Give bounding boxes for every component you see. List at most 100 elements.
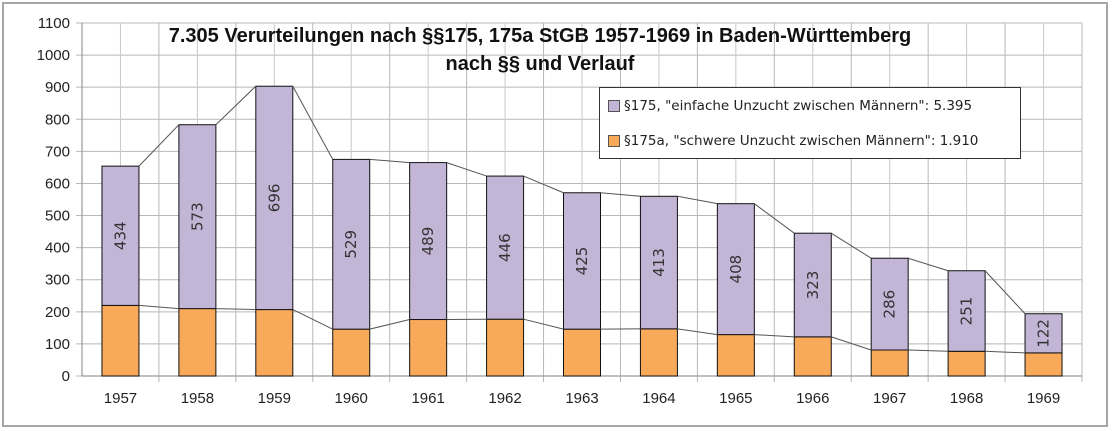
data-label-175: 286 [881, 290, 899, 319]
series-line-175 [292, 85, 334, 160]
series-line-175a [215, 308, 256, 311]
x-tick-label: 1963 [565, 390, 598, 407]
data-label-175: 434 [111, 221, 129, 250]
bar-175a [870, 349, 909, 377]
y-tick-label: 1000 [37, 47, 70, 64]
bar-175 [1024, 313, 1063, 354]
data-label-175: 413 [650, 248, 668, 277]
x-tick-label: 1967 [873, 390, 906, 407]
series-line-175a [523, 318, 564, 330]
series-line-175 [600, 192, 641, 197]
data-label-175: 489 [419, 227, 437, 256]
x-tick-label: 1960 [335, 390, 368, 407]
chart-title: 7.305 Verurteilungen nach §§175, 175a St… [169, 25, 912, 47]
data-label-175: 696 [265, 184, 283, 213]
series-line-175 [138, 124, 180, 167]
x-tick-label: 1957 [104, 390, 137, 407]
series-line-175 [831, 232, 872, 259]
data-label-175: 425 [573, 247, 591, 276]
bar-175a [793, 336, 832, 377]
data-label-175: 323 [804, 271, 822, 300]
legend-label: §175, "einfache Unzucht zwischen Männern… [624, 98, 973, 114]
bar-175 [639, 195, 678, 330]
bars [101, 85, 1063, 377]
gridlines [76, 22, 1083, 382]
data-label-175: 446 [496, 233, 514, 262]
bar-175 [255, 85, 294, 311]
bar-175 [101, 165, 140, 306]
legend: §175, "einfache Unzucht zwischen Männern… [599, 87, 1021, 159]
bar-175 [563, 192, 601, 330]
series-line-175 [369, 158, 410, 164]
series-line-175 [523, 175, 564, 194]
bar-175 [178, 124, 217, 310]
legend-item-175: §175, "einfache Unzucht zwischen Männern… [608, 98, 972, 114]
x-tick-label: 1969 [1027, 390, 1060, 407]
series-line-175a [369, 319, 410, 330]
y-axis-ticks: 0 100 200 300 400 500 600 700 800 900 1000 1100 [37, 15, 70, 385]
series-line-175a [985, 350, 1026, 354]
data-label-175: 122 [1035, 319, 1053, 348]
x-tick-label: 1962 [488, 390, 521, 407]
series-line-175 [754, 203, 795, 234]
series-line-175 [908, 257, 949, 272]
bar-175a [716, 334, 755, 377]
data-label-175: 573 [188, 202, 206, 231]
y-tick-label: 500 [45, 208, 70, 225]
data-label-175: 408 [727, 255, 745, 284]
bar-175 [793, 232, 832, 338]
series-line-175a [677, 328, 718, 336]
bar-175 [409, 162, 448, 321]
series-line-175a [292, 309, 333, 330]
bar-175 [332, 158, 371, 330]
series-line-175a [831, 336, 872, 351]
y-tick-label: 1100 [38, 15, 70, 32]
x-axis-ticks: 1957 1958 1959 1960 1961 1962 1963 1964 1965 1966… [104, 390, 1060, 407]
series-line-175a [754, 334, 795, 338]
bar-175a [409, 319, 448, 377]
x-tick-label: 1961 [411, 390, 444, 407]
x-tick-label: 1958 [181, 390, 214, 407]
y-tick-label: 400 [45, 240, 70, 257]
bar-175a [486, 318, 525, 377]
y-tick-label: 200 [45, 304, 70, 321]
chart-subtitle: nach §§ und Verlauf [446, 53, 635, 75]
data-label-175: 529 [342, 230, 360, 259]
series-line-175a [138, 304, 179, 310]
data-labels: 434 573 696 529 489 446 425 413 408 323 286 251 122 [111, 184, 1052, 348]
bar-175a [563, 328, 601, 377]
legend-label: §175a, "schwere Unzucht zwischen Männern… [624, 133, 979, 149]
y-tick-label: 700 [45, 143, 70, 160]
x-tick-label: 1959 [258, 390, 291, 407]
y-tick-label: 300 [45, 272, 70, 289]
bar-175a [1024, 352, 1063, 377]
bar-175 [947, 270, 986, 352]
bar-175 [870, 257, 909, 351]
legend-swatch-orange [608, 135, 620, 147]
bar-175 [716, 203, 755, 336]
x-tick-label: 1968 [950, 390, 983, 407]
y-tick-label: 900 [45, 79, 70, 96]
series-lines [138, 85, 1026, 354]
series-line-175 [984, 270, 1026, 315]
series-line-175 [215, 85, 257, 126]
bar-175 [486, 175, 525, 320]
series-line-175 [446, 162, 487, 177]
bar-175a [332, 328, 371, 377]
series-line-175a [908, 349, 949, 352]
y-tick-label: 800 [45, 111, 70, 128]
data-label-175: 251 [958, 297, 976, 326]
x-tick-label: 1966 [796, 390, 829, 407]
bar-175a [101, 304, 140, 377]
x-tick-label: 1965 [719, 390, 752, 407]
series-line-175 [677, 195, 718, 205]
bar-175a [178, 308, 217, 377]
y-tick-label: 100 [45, 336, 70, 353]
legend-swatch-purple [608, 100, 620, 112]
bar-175a [639, 328, 678, 377]
x-tick-label: 1964 [642, 390, 675, 407]
y-tick-label: 0 [62, 368, 70, 385]
legend-item-175a: §175a, "schwere Unzucht zwischen Männern… [608, 133, 978, 149]
y-tick-label: 600 [45, 175, 70, 192]
